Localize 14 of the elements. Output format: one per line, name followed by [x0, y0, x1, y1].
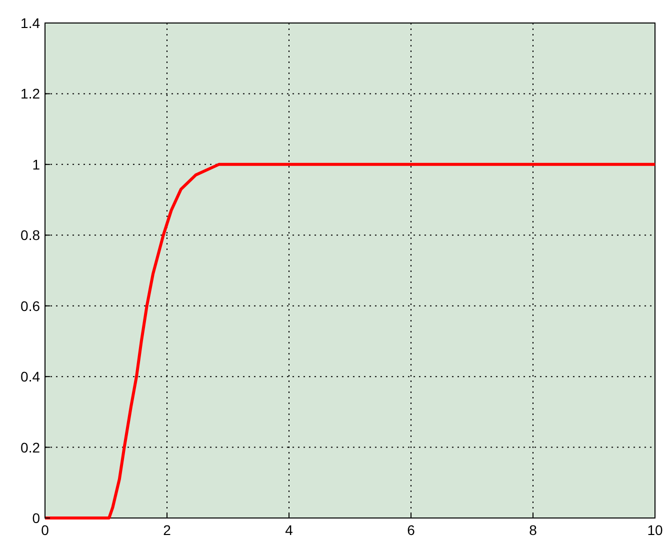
y-tick-label: 1: [32, 156, 40, 172]
y-tick-label: 0.4: [20, 368, 40, 385]
line-series: [44, 162, 656, 520]
y-tick-label: 0.6: [20, 298, 40, 314]
y-tick-label: 0.2: [20, 439, 40, 456]
y-tick-label: 1.4: [20, 15, 40, 31]
x-tick-label: 6: [407, 522, 416, 538]
x-tick-label: 8: [529, 522, 538, 538]
x-tick-label: 4: [285, 522, 294, 538]
y-tick-label: 0: [32, 510, 40, 526]
x-tick-label: 2: [163, 522, 172, 538]
y-tick-label: 0.8: [20, 227, 40, 244]
y-tick-label: 1.2: [20, 86, 40, 102]
x-tick-label: 10: [647, 522, 663, 538]
